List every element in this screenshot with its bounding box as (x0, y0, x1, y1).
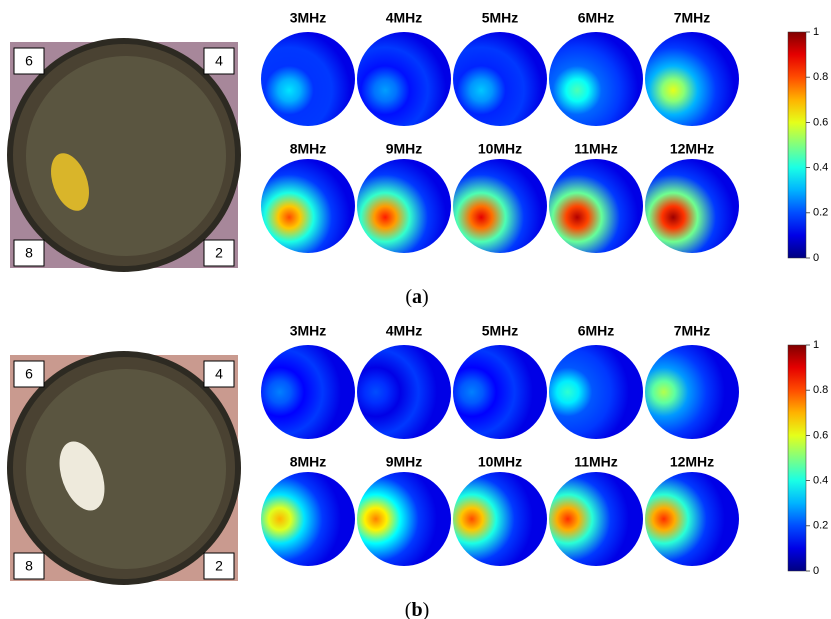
heatmap (453, 472, 547, 566)
electrode-label: 8 (25, 245, 33, 261)
frequency-label: 4MHz (386, 323, 423, 339)
heatmap (357, 345, 451, 439)
electrode-label: 6 (25, 53, 33, 69)
heatmap (645, 472, 739, 566)
electrode-label: 4 (215, 53, 223, 69)
colorbar-tick-label: 1 (813, 339, 819, 351)
heatmap (261, 472, 355, 566)
frequency-label: 9MHz (386, 141, 423, 157)
frequency-label: 8MHz (290, 141, 327, 157)
frequency-label: 10MHz (478, 141, 522, 157)
dish-inner (26, 56, 226, 256)
dish-inner (26, 369, 226, 569)
heatmap (357, 159, 451, 253)
frequency-label: 5MHz (482, 10, 519, 26)
frequency-label: 11MHz (574, 454, 618, 470)
colorbar-tick-label: 0.8 (813, 384, 828, 396)
heatmap (549, 159, 643, 253)
colorbar-tick-label: 0.2 (813, 520, 828, 532)
frequency-label: 10MHz (478, 454, 522, 470)
frequency-label: 9MHz (386, 454, 423, 470)
frequency-label: 12MHz (670, 141, 714, 157)
heatmap (549, 32, 643, 126)
heatmap (549, 472, 643, 566)
electrode-label: 4 (215, 366, 223, 382)
colorbar-tick-label: 0 (813, 565, 819, 577)
heatmap (261, 32, 355, 126)
frequency-label: 3MHz (290, 323, 327, 339)
colorbar-tick-label: 0.4 (813, 162, 828, 174)
figure: 6 4 8 2 3MHz 4MHz 5MHz 6MHz 7MHz 8MHz 9MHz 10MHz 11M… (0, 0, 831, 619)
frequency-label: 5MHz (482, 323, 519, 339)
colorbar-tick-label: 0.8 (813, 71, 828, 83)
colorbar-tick-label: 0 (813, 252, 819, 264)
heatmap (453, 159, 547, 253)
caption: (b) (405, 599, 429, 619)
frequency-label: 8MHz (290, 454, 327, 470)
heatmap (453, 345, 547, 439)
electrode-label: 2 (215, 558, 223, 574)
heatmap (645, 159, 739, 253)
frequency-label: 6MHz (578, 323, 615, 339)
caption-part: ) (423, 599, 430, 619)
caption-part: b (411, 599, 422, 619)
colorbar-tick-label: 0.6 (813, 116, 828, 128)
caption-part: ) (422, 286, 429, 308)
heatmap (549, 345, 643, 439)
frequency-label: 7MHz (674, 10, 711, 26)
frequency-label: 6MHz (578, 10, 615, 26)
frequency-label: 11MHz (574, 141, 618, 157)
colorbar-tick-label: 0.4 (813, 475, 828, 487)
heatmap (645, 32, 739, 126)
electrode-label: 2 (215, 245, 223, 261)
electrode-label: 8 (25, 558, 33, 574)
colorbar-tick-label: 1 (813, 26, 819, 38)
electrode-label: 6 (25, 366, 33, 382)
heatmap (453, 32, 547, 126)
frequency-label: 3MHz (290, 10, 327, 26)
frequency-label: 7MHz (674, 323, 711, 339)
colorbar (788, 32, 806, 258)
heatmap (261, 159, 355, 253)
colorbar (788, 345, 806, 571)
frequency-label: 4MHz (386, 10, 423, 26)
caption: (a) (405, 286, 428, 308)
colorbar-tick-label: 0.6 (813, 429, 828, 441)
heatmap (645, 345, 739, 439)
heatmap (357, 472, 451, 566)
heatmap (357, 32, 451, 126)
frequency-label: 12MHz (670, 454, 714, 470)
caption-part: a (412, 286, 422, 308)
colorbar-tick-label: 0.2 (813, 207, 828, 219)
heatmap (261, 345, 355, 439)
